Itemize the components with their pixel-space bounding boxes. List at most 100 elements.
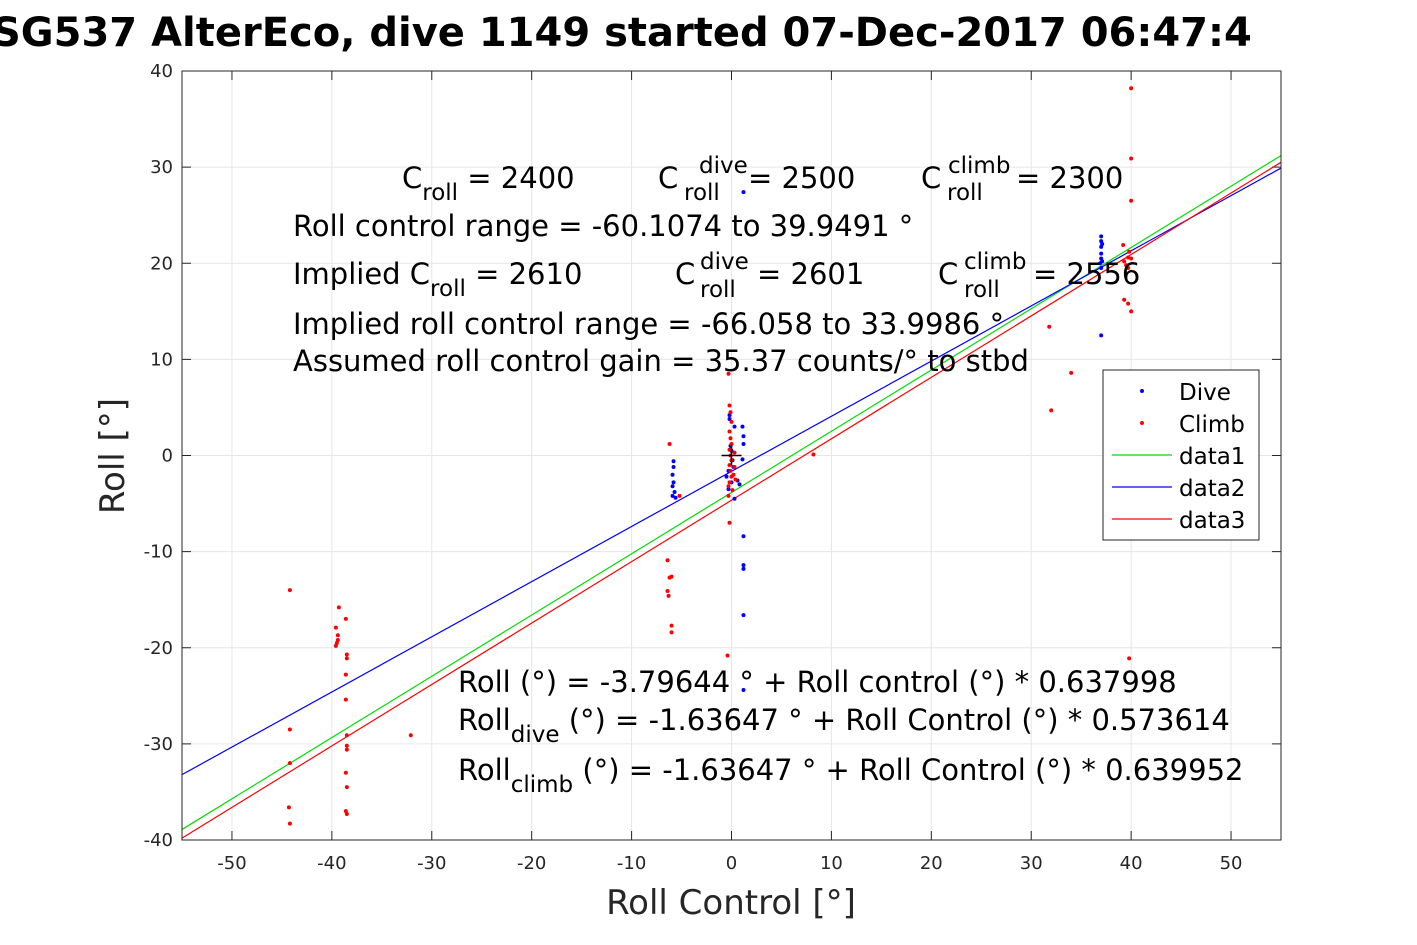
point-climb: [287, 727, 292, 732]
point-dive: [741, 613, 746, 618]
y-tick-label: -30: [144, 734, 173, 755]
point-climb: [343, 672, 348, 677]
point-climb: [726, 371, 731, 376]
x-tick-label: -50: [217, 853, 246, 874]
y-tick-label: -40: [144, 830, 173, 851]
point-dive: [741, 563, 746, 568]
point-climb: [287, 761, 292, 766]
implied-climb-sub: roll: [964, 277, 1000, 303]
point-climb: [667, 441, 672, 446]
point-climb: [1122, 259, 1127, 264]
point-dive: [671, 465, 676, 470]
point-dive: [732, 424, 737, 429]
point-dive: [671, 459, 676, 464]
point-dive: [670, 472, 675, 477]
fit-all-line: Roll (°) = -3.79644 ° + Roll control (°)…: [458, 665, 1177, 699]
x-tick-label: -40: [317, 853, 346, 874]
point-climb: [335, 633, 340, 638]
y-tick-label: 30: [150, 157, 173, 178]
legend-marker-dive: [1140, 389, 1144, 393]
point-dive: [1100, 259, 1105, 264]
point-climb: [677, 493, 682, 498]
point-climb: [1129, 86, 1134, 91]
x-tick-label: 10: [820, 853, 843, 874]
gain-line: Assumed roll control gain = 35.37 counts…: [293, 344, 1029, 378]
point-climb: [726, 493, 731, 498]
point-climb: [731, 472, 736, 477]
point-climb: [727, 447, 732, 452]
point-climb: [333, 643, 338, 648]
point-climb: [1047, 324, 1052, 329]
point-dive: [672, 490, 677, 495]
point-dive: [670, 493, 675, 498]
point-climb: [1129, 309, 1134, 314]
c-dive-text: C: [658, 161, 678, 195]
point-climb: [733, 477, 738, 482]
legend-label: Dive: [1179, 380, 1231, 406]
legend-label: data2: [1179, 476, 1245, 502]
point-dive: [741, 534, 746, 539]
point-climb: [343, 770, 348, 775]
fit-line-data1: [181, 155, 1282, 830]
c-dive-sup: dive: [699, 153, 748, 179]
c-climb-sub: roll: [947, 180, 983, 206]
point-climb: [728, 468, 733, 473]
point-climb: [344, 743, 349, 748]
legend-label: data3: [1179, 508, 1245, 534]
chart-title: SG537 AlterEco, dive 1149 started 07-Dec…: [0, 10, 1252, 56]
point-dive: [1099, 333, 1104, 338]
crosshair-marker: [721, 445, 742, 466]
x-tick-label: -10: [617, 853, 646, 874]
point-climb: [408, 733, 413, 738]
fit-climb-line: Rollclimb (°) = -1.63647 ° + Roll Contro…: [458, 753, 1243, 798]
point-climb: [286, 805, 291, 810]
point-climb: [1127, 249, 1132, 254]
point-dive: [1099, 234, 1104, 239]
point-dive: [671, 480, 676, 485]
point-climb: [669, 623, 674, 628]
point-climb: [1127, 656, 1132, 661]
implied-dive-val: = 2601: [757, 257, 864, 291]
point-climb: [1129, 198, 1134, 203]
x-tick-label: 40: [1120, 853, 1143, 874]
point-dive: [670, 484, 675, 489]
implied-dive-c: C: [675, 257, 695, 291]
point-dive: [741, 441, 746, 446]
c-roll-text: Croll = 2400: [402, 161, 575, 206]
range-line: Roll control range = -60.1074 to 39.9491…: [293, 209, 913, 243]
y-tick-label: -20: [144, 638, 173, 659]
x-tick-label: 20: [920, 853, 943, 874]
legend-label: data1: [1179, 444, 1245, 470]
c-dive-sub: roll: [684, 180, 720, 206]
legend-box: [1102, 369, 1260, 541]
point-dive: [724, 474, 729, 479]
c-climb-val: = 2300: [1016, 161, 1123, 195]
point-climb: [287, 588, 292, 593]
legend-marker-climb: [1140, 421, 1144, 425]
c-climb-sup: climb: [948, 153, 1010, 179]
point-dive: [741, 434, 746, 439]
point-climb: [729, 419, 734, 424]
point-dive: [741, 190, 746, 195]
point-dive: [673, 495, 678, 500]
point-dive: [1100, 242, 1105, 247]
point-climb: [344, 652, 349, 657]
c-climb-text: C: [921, 161, 941, 195]
y-tick-label: 10: [150, 349, 173, 370]
plot-frame: [181, 70, 1282, 841]
point-dive: [732, 496, 737, 501]
legend-label: Climb: [1179, 412, 1245, 438]
y-tick-label: 40: [150, 61, 173, 82]
x-tick-label: -20: [517, 853, 546, 874]
implied-range-line: Implied roll control range = -66.058 to …: [293, 307, 1004, 341]
fit-dive-line: Rolldive (°) = -1.63647 ° + Roll Control…: [458, 703, 1230, 748]
y-tick-label: 0: [162, 446, 173, 467]
implied-climb-sup: climb: [964, 249, 1026, 275]
y-tick-label: 20: [150, 253, 173, 274]
point-climb: [1129, 156, 1134, 161]
point-climb: [344, 812, 349, 817]
implied-dive-sub: roll: [700, 277, 736, 303]
point-climb: [665, 589, 670, 594]
point-dive: [740, 424, 745, 429]
